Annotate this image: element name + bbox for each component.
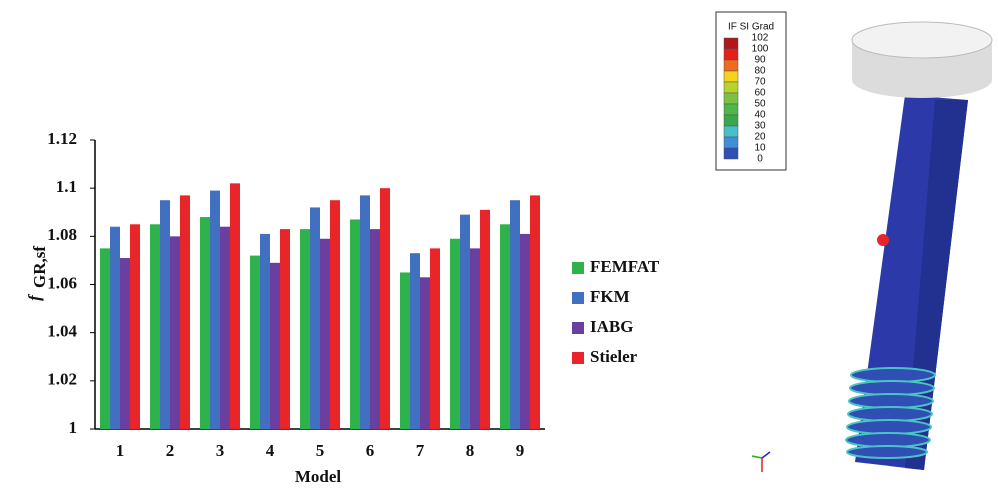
y-tick-label: 1.06 <box>47 273 77 292</box>
bar <box>460 215 470 429</box>
colorbar-cell <box>724 49 738 60</box>
legend-swatch <box>572 352 584 364</box>
bar <box>530 195 540 429</box>
colorbar-label: 40 <box>754 110 766 121</box>
bar <box>370 229 380 429</box>
bar <box>210 191 220 429</box>
bar <box>380 188 390 429</box>
colorbar-label: 100 <box>752 44 769 55</box>
bar <box>420 277 430 429</box>
bar <box>170 236 180 429</box>
bar <box>120 258 130 429</box>
bar <box>270 263 280 429</box>
colorbar-label: 90 <box>754 55 766 66</box>
bar <box>180 195 190 429</box>
bar <box>130 224 140 429</box>
y-tick-label: 1 <box>69 418 78 437</box>
colorbar-label: 10 <box>754 143 766 154</box>
bar <box>520 234 530 429</box>
y-tick-label: 1.12 <box>47 129 77 148</box>
bar <box>320 239 330 429</box>
x-tick-label: 3 <box>216 441 225 460</box>
colorbar-label: 70 <box>754 77 766 88</box>
legend-label: FKM <box>590 287 630 306</box>
x-tick-label: 1 <box>116 441 125 460</box>
colorbar-cell <box>724 93 738 104</box>
y-tick-label: 1.04 <box>47 322 77 341</box>
colorbar-label: 102 <box>752 33 769 44</box>
bar <box>250 256 260 429</box>
axis-triad <box>752 452 770 472</box>
x-tick-label: 7 <box>416 441 425 460</box>
bar <box>450 239 460 429</box>
x-tick-label: 4 <box>266 441 275 460</box>
y-axis-title: f GR,sf <box>25 246 49 301</box>
x-tick-label: 9 <box>516 441 525 460</box>
bar <box>430 248 440 429</box>
legend-swatch <box>572 322 584 334</box>
bar <box>360 195 370 429</box>
colorbar-cell <box>724 82 738 93</box>
colorbar-cell <box>724 38 738 49</box>
legend-swatch <box>572 292 584 304</box>
bar <box>200 217 210 429</box>
contour-legend-title: IF SI Grad <box>728 22 774 33</box>
bar <box>470 248 480 429</box>
bar <box>230 183 240 429</box>
y-axis-title-main: f <box>25 293 44 301</box>
x-tick-label: 5 <box>316 441 325 460</box>
bar <box>300 229 310 429</box>
y-tick-label: 1.1 <box>56 177 77 196</box>
bar <box>500 224 510 429</box>
bar <box>400 272 410 429</box>
colorbar-cell <box>724 60 738 71</box>
bar <box>150 224 160 429</box>
colorbar-label: 50 <box>754 99 766 110</box>
bar <box>100 248 110 429</box>
y-tick-label: 1.02 <box>47 370 77 389</box>
bar <box>260 234 270 429</box>
y-tick-label: 1.08 <box>47 225 77 244</box>
colorbar-label: 60 <box>754 88 766 99</box>
legend-swatch <box>572 262 584 274</box>
x-axis-title: Model <box>295 467 342 486</box>
x-tick-label: 2 <box>166 441 175 460</box>
legend-label: Stieler <box>590 347 638 366</box>
plot: 1 1.02 1.04 1.06 1.08 1.1 1.12 1 2 3 4 5 6 7 8 9 FEMFAT F… <box>47 129 660 460</box>
colorbar-label: 80 <box>754 66 766 77</box>
legend-label: FEMFAT <box>590 257 660 276</box>
bar <box>310 207 320 429</box>
bar <box>480 210 490 429</box>
colorbar-cell <box>724 115 738 126</box>
bolt-render <box>752 22 992 472</box>
bar <box>280 229 290 429</box>
figure: IF SI Grad 1021009080706050403020100 Mod… <box>0 0 998 488</box>
x-tick-label: 6 <box>366 441 375 460</box>
colorbar-cell <box>724 148 738 159</box>
bar <box>220 227 230 429</box>
x-tick-label: 8 <box>466 441 475 460</box>
bar <box>510 200 520 429</box>
bar <box>350 219 360 429</box>
bar <box>330 200 340 429</box>
colorbar-cell <box>724 104 738 115</box>
colorbar-cell <box>724 71 738 82</box>
bar <box>410 253 420 429</box>
y-axis-title-sub: GR,sf <box>30 246 49 288</box>
colorbar-label: 30 <box>754 121 766 132</box>
bar <box>160 200 170 429</box>
bolt-head-top <box>852 22 992 58</box>
marker-point <box>877 234 889 246</box>
bar <box>110 227 120 429</box>
colorbar-cell <box>724 126 738 137</box>
legend-label: IABG <box>590 317 633 336</box>
colorbar-label: 0 <box>757 154 763 165</box>
colorbar-label: 20 <box>754 132 766 143</box>
colorbar-cell <box>724 137 738 148</box>
